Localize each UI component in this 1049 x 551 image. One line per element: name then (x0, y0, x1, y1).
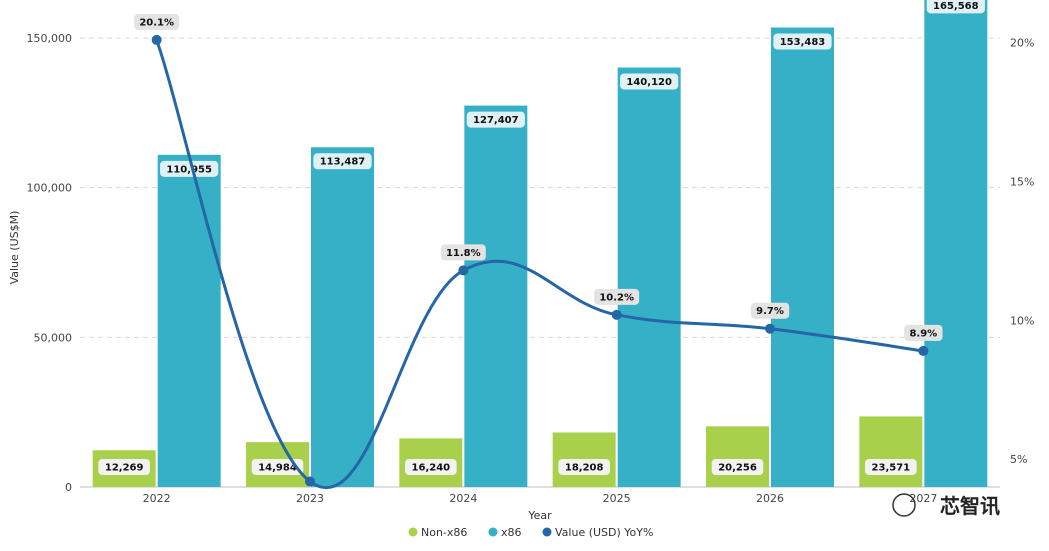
x-tick-label: 2022 (143, 492, 171, 505)
legend-label: Value (USD) YoY% (555, 526, 653, 539)
data-label-non-x86: 20,256 (718, 463, 757, 474)
x-tick-label: 2026 (756, 492, 784, 505)
data-label-non-x86: 16,240 (412, 463, 451, 474)
bar-non-x86 (706, 426, 769, 487)
data-label-non-x86-bg (251, 459, 304, 475)
y-axis-title: Value (US$M) (8, 211, 21, 285)
data-label-x86: 153,483 (780, 37, 826, 48)
y2-tick-label: 15% (1010, 176, 1034, 189)
data-label-x86-bg (620, 73, 679, 90)
legend-marker (408, 527, 418, 537)
legend-label: x86 (501, 526, 522, 539)
data-label-yoy: 10.2% (599, 292, 634, 303)
data-label-yoy: 9.7% (756, 306, 784, 317)
y-tick-label: 50,000 (34, 331, 73, 344)
legend-label: Non-x86 (421, 526, 467, 539)
data-label-non-x86-bg (405, 459, 457, 475)
data-label-x86: 127,407 (473, 115, 519, 126)
data-label-x86-bg (466, 111, 525, 128)
data-label-non-x86: 18,208 (565, 463, 604, 474)
point-yoy (918, 345, 929, 356)
legend-marker (488, 527, 498, 537)
y2-tick-label: 5% (1010, 453, 1027, 466)
legend-marker (542, 527, 552, 537)
data-label-non-x86: 23,571 (872, 463, 911, 474)
bar-x86 (157, 154, 221, 487)
bar-non-x86 (859, 416, 923, 487)
data-label-x86: 113,487 (320, 157, 366, 168)
watermark-text: 芯智讯 (940, 494, 1000, 518)
data-label-yoy: 8.9% (909, 328, 937, 339)
data-label-non-x86-bg (711, 459, 764, 475)
y2-tick-label: 10% (1010, 314, 1034, 327)
y-tick-label: 150,000 (27, 32, 73, 45)
data-label-yoy: 20.1% (139, 17, 174, 28)
bar-x86 (464, 105, 528, 488)
bar-x86 (924, 0, 988, 487)
point-yoy (765, 323, 775, 334)
point-yoy (611, 309, 622, 320)
bar-x86 (771, 27, 834, 488)
data-label-non-x86-bg (98, 459, 150, 475)
data-label-yoy-bg (440, 244, 486, 261)
point-yoy (458, 265, 469, 276)
y2-tick-label: 20% (1010, 37, 1034, 50)
data-label-x86: 165,568 (933, 1, 979, 12)
watermark-icon (892, 493, 916, 517)
x-tick-label: 2024 (449, 492, 477, 505)
bar-x86 (311, 147, 374, 487)
data-label-non-x86: 12,269 (105, 463, 144, 474)
data-label-x86: 110,955 (166, 164, 212, 175)
bar-x86 (617, 67, 681, 487)
data-label-non-x86: 14,984 (258, 463, 297, 474)
x-tick-label: 2023 (296, 492, 324, 505)
data-label-non-x86-bg (865, 459, 917, 475)
data-label-yoy-bg (904, 324, 943, 341)
data-label-non-x86-bg (558, 459, 610, 475)
data-label-x86-bg (926, 0, 985, 14)
data-label-yoy-bg (134, 13, 180, 30)
y-tick-label: 0 (65, 481, 72, 494)
data-label-x86-bg (313, 153, 372, 170)
x-tick-label: 2025 (603, 492, 631, 505)
point-yoy (151, 34, 162, 45)
data-label-yoy-bg (750, 302, 790, 319)
point-yoy (305, 476, 315, 487)
x-axis-title: Year (527, 509, 552, 522)
data-label-x86-bg (160, 160, 219, 177)
data-label-x86-bg (773, 33, 832, 50)
x-tick-label: 2027 (909, 492, 937, 505)
data-label-yoy-bg (594, 288, 640, 305)
data-label-x86: 140,120 (626, 77, 672, 88)
y-tick-label: 100,000 (27, 182, 73, 195)
data-label-yoy: 11.8% (446, 248, 481, 259)
